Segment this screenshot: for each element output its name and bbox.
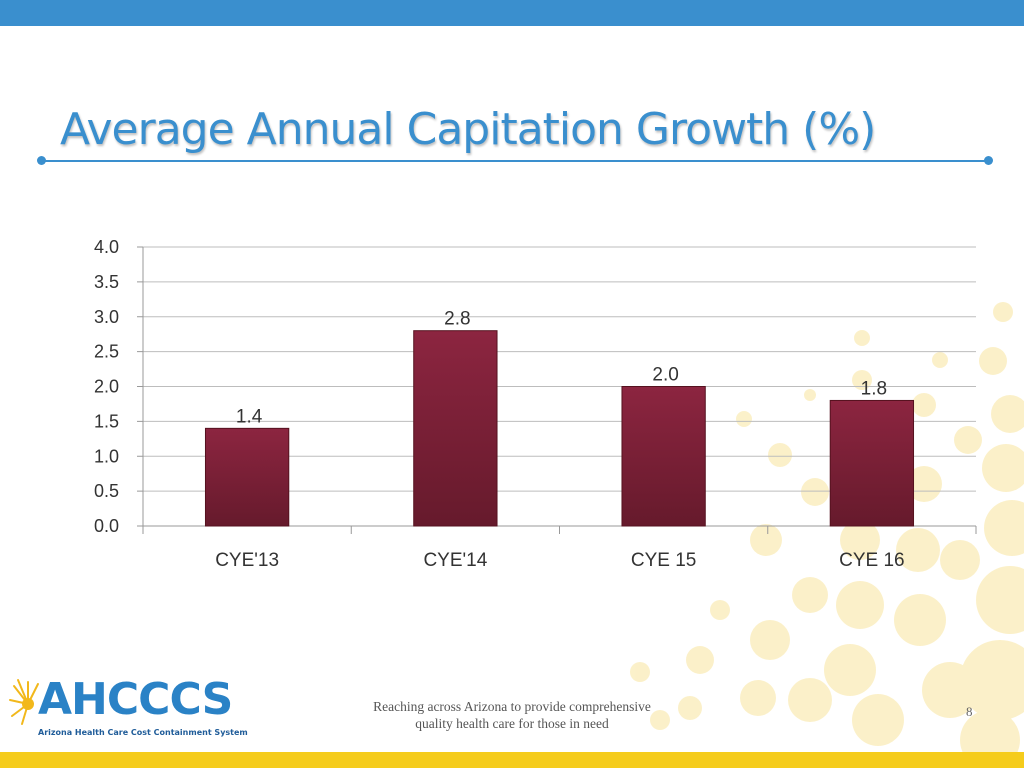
bar	[413, 330, 498, 527]
page-title: Average Annual Capitation Growth (%)	[60, 104, 876, 155]
footer-line-2: quality health care for those in need	[415, 716, 609, 731]
top-accent-bar	[0, 0, 1024, 26]
y-tick-label: 1.0	[94, 446, 119, 466]
title-underline	[41, 160, 989, 162]
bar	[829, 399, 915, 527]
y-tick-label: 3.0	[94, 307, 119, 327]
y-tick-label: 4.0	[94, 237, 119, 257]
bar	[621, 386, 706, 527]
data-label: 2.0	[652, 365, 678, 386]
bottom-accent-bar	[0, 752, 1024, 768]
logo-tagline: Arizona Health Care Cost Containment Sys…	[38, 728, 248, 737]
y-tick-label: 1.5	[94, 411, 119, 431]
data-label: 2.8	[444, 309, 470, 330]
y-tick-label: 2.5	[94, 342, 119, 362]
category-label: CYE 16	[839, 550, 904, 571]
category-label: CYE'14	[423, 550, 487, 571]
underline-left-dot	[37, 156, 46, 165]
underline-right-dot	[984, 156, 993, 165]
labels: 0.0 0.5 1.0 1.5 2.0 2.5 3.0 3.5 4.0 1.4 CYE'13 2.8 C…	[94, 237, 905, 571]
logo-wordmark: AHCCCS	[38, 674, 233, 725]
footer-tagline: Reaching across Arizona to provide compr…	[336, 698, 688, 732]
category-label: CYE 15	[631, 550, 696, 571]
footer-line-1: Reaching across Arizona to provide compr…	[373, 699, 651, 714]
bars	[204, 330, 915, 527]
bar	[204, 427, 290, 527]
category-label: CYE'13	[215, 550, 279, 571]
data-label: 1.8	[861, 378, 887, 399]
ahcccs-logo: AHCCCS Arizona Health Care Cost Containm…	[8, 672, 248, 742]
page-number: 8	[966, 704, 973, 719]
y-tick-label: 2.0	[94, 377, 119, 397]
y-tick-label: 0.5	[94, 481, 119, 501]
y-tick-label: 3.5	[94, 272, 119, 292]
data-label: 1.4	[236, 406, 263, 427]
sunburst-icon	[9, 679, 39, 725]
y-tick-label: 0.0	[94, 516, 119, 536]
